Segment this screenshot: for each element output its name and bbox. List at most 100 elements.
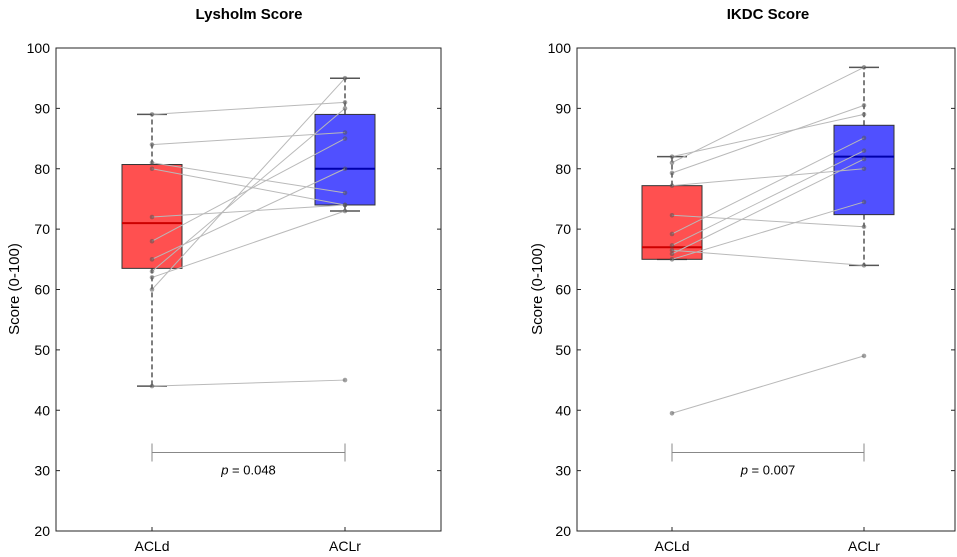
paired-line — [671, 201, 865, 260]
data-point — [149, 287, 155, 292]
plot-area: 20 30 40 50 60 70 80 90 100 ACLd ACLr p = 0.048 — [27, 40, 442, 554]
p-value: = 0.048 — [228, 463, 275, 478]
y-axis-label: Score (0-100) — [529, 243, 546, 335]
paired-line — [671, 150, 865, 246]
paired-line — [671, 168, 865, 187]
y-tick-label: 80 — [555, 161, 571, 177]
data-point — [149, 257, 155, 262]
data-point — [861, 103, 867, 108]
p-value: = 0.007 — [748, 463, 795, 478]
y-tick-label: 100 — [27, 40, 51, 56]
data-point — [861, 156, 867, 162]
paired-line — [151, 168, 346, 206]
data-point — [861, 166, 867, 172]
y-tick-label: 60 — [34, 282, 50, 298]
data-point — [669, 183, 675, 188]
paired-line — [151, 101, 346, 115]
data-point — [342, 100, 348, 105]
data-point — [861, 263, 867, 268]
data-point — [861, 65, 867, 70]
data-point — [342, 106, 348, 111]
panel-title: Lysholm Score — [196, 6, 303, 23]
data-point — [861, 135, 867, 141]
y-tick-label: 70 — [34, 221, 50, 237]
data-point — [342, 136, 348, 141]
data-point — [149, 275, 155, 280]
y-tick-label: 30 — [34, 463, 50, 479]
data-point — [669, 212, 675, 218]
data-point — [149, 214, 155, 220]
data-point — [149, 112, 155, 117]
data-point — [669, 410, 675, 416]
paired-line — [151, 107, 346, 272]
axes-frame — [576, 47, 956, 532]
paired-line — [151, 162, 346, 194]
paired-line — [151, 132, 346, 146]
lysholm-panel: Lysholm Score Score (0-100) 20 30 40 50 60 70… — [6, 6, 442, 554]
data-point — [669, 154, 675, 159]
data-point — [149, 142, 155, 147]
data-point — [861, 224, 867, 230]
data-point — [861, 112, 867, 117]
y-tick-label: 50 — [555, 342, 571, 358]
data-point — [342, 130, 348, 135]
x-tick-label: ACLr — [848, 538, 880, 554]
data-point — [342, 75, 348, 81]
data-point — [342, 208, 348, 214]
ikdc-panel: IKDC Score Score (0-100) 20 30 40 50 60 70 80 9… — [529, 6, 956, 554]
data-point — [149, 383, 155, 389]
data-point — [149, 269, 155, 274]
paired-line — [151, 77, 346, 290]
data-point — [149, 160, 155, 166]
data-point — [669, 160, 675, 166]
y-tick-label: 40 — [34, 402, 50, 418]
data-point — [669, 247, 675, 253]
y-tick-label: 20 — [34, 523, 50, 539]
data-point — [861, 353, 867, 359]
paired-line — [671, 249, 865, 266]
paired-line — [671, 113, 865, 158]
data-point — [861, 148, 867, 153]
paired-line — [671, 158, 865, 255]
paired-line — [671, 137, 865, 235]
paired-line — [671, 355, 865, 414]
data-point — [861, 199, 867, 205]
y-tick-label: 90 — [34, 100, 50, 116]
p-value-label: p = 0.007 — [740, 463, 796, 478]
y-tick-label: 20 — [555, 523, 571, 539]
data-point — [342, 166, 348, 172]
y-tick-label: 100 — [548, 40, 572, 56]
data-point — [149, 238, 155, 244]
y-tick-label: 80 — [34, 161, 50, 177]
y-axis-label: Score (0-100) — [6, 243, 23, 335]
axes-frame — [55, 47, 442, 532]
x-tick-label: ACLd — [654, 538, 689, 554]
p-value-label: p = 0.048 — [220, 463, 276, 478]
paired-line — [671, 66, 865, 164]
y-tick-label: 90 — [555, 100, 571, 116]
paired-line — [671, 104, 865, 174]
data-point — [669, 170, 675, 176]
data-point — [669, 257, 675, 262]
paired-line — [151, 379, 346, 387]
paired-line — [151, 210, 346, 278]
data-point — [342, 202, 348, 208]
y-tick-label: 40 — [555, 402, 571, 418]
panel-title: IKDC Score — [727, 6, 810, 23]
y-tick-label: 30 — [555, 463, 571, 479]
y-tick-label: 60 — [555, 282, 571, 298]
data-point — [669, 231, 675, 237]
data-point — [669, 251, 675, 257]
y-tick-label: 50 — [34, 342, 50, 358]
data-point — [149, 166, 155, 172]
paired-line — [671, 214, 865, 228]
x-tick-label: ACLd — [134, 538, 169, 554]
x-tick-label: ACLr — [329, 538, 361, 554]
p-symbol: p — [220, 463, 228, 478]
p-symbol: p — [740, 463, 748, 478]
data-point — [342, 377, 348, 383]
paired-line — [151, 204, 346, 218]
plot-area: 20 30 40 50 60 70 80 90 100 ACLd ACLr p = 0.007 — [548, 40, 956, 554]
data-point — [669, 243, 675, 248]
